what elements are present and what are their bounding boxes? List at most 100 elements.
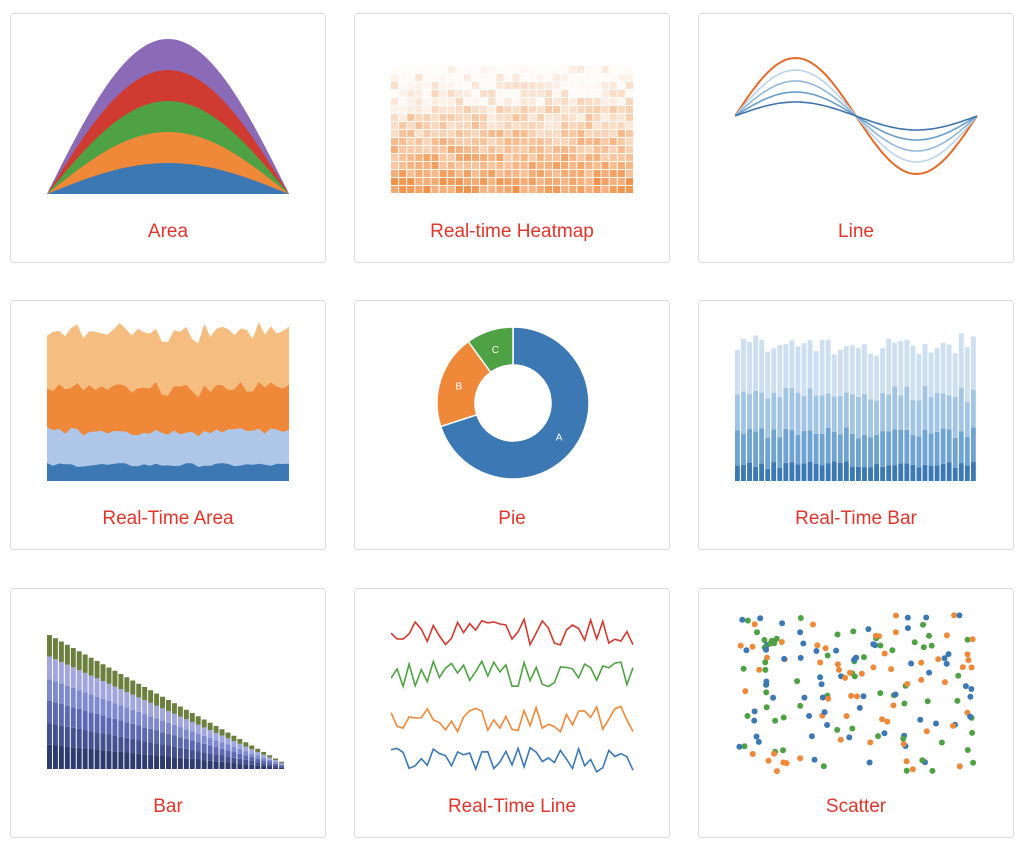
bar-segment [52, 724, 58, 746]
realtime-bar-link[interactable]: Real-Time Bar [795, 508, 917, 529]
heatmap-cell [455, 154, 463, 161]
heatmap-cell [512, 90, 520, 97]
realtime-bar-segment [958, 431, 964, 464]
heatmap-cell [609, 154, 617, 161]
area-card[interactable]: Area [10, 13, 326, 263]
bar-segment [177, 757, 183, 769]
bar-segment [177, 737, 183, 748]
heatmap-cell [601, 130, 609, 137]
scatter-point [773, 635, 780, 642]
bar-card[interactable]: Bar [10, 588, 326, 838]
heatmap-cell [569, 130, 577, 137]
scatter-point [888, 666, 895, 673]
realtime-heatmap-link[interactable]: Real-time Heatmap [430, 221, 594, 242]
stacked-area-chart-icon [47, 39, 289, 194]
bar-segment [195, 742, 201, 752]
heatmap-cell [585, 186, 593, 193]
scatter-point [821, 709, 828, 716]
realtime-bar-segment [819, 465, 825, 481]
scatter-point [877, 642, 884, 649]
area-link[interactable]: Area [147, 221, 189, 242]
scatter-point [753, 733, 760, 740]
heatmap-cell [391, 186, 399, 193]
heatmap-cell [528, 90, 536, 97]
heatmap-cell [431, 74, 439, 81]
heatmap-cell [455, 178, 463, 185]
realtime-line-card[interactable]: Real-Time Line [354, 588, 670, 838]
heatmap-cell [431, 98, 439, 105]
heatmap-cell [447, 138, 455, 145]
heatmap-cell [504, 74, 512, 81]
heatmap-cell [512, 138, 520, 145]
line-link[interactable]: Line [838, 221, 874, 242]
heatmap-cell [577, 138, 585, 145]
heatmap-cell [536, 90, 544, 97]
scatter-point [800, 640, 807, 647]
realtime-line-link[interactable]: Real-Time Line [447, 796, 577, 817]
pie-slice-label: C [492, 345, 499, 356]
heatmap-cell [536, 122, 544, 129]
bar-segment [106, 734, 112, 751]
realtime-bar-segment [862, 434, 867, 468]
line-card[interactable]: Line [698, 13, 1014, 263]
realtime-bar-segment [892, 429, 898, 466]
heatmap-cell [625, 154, 633, 161]
bar-segment [88, 657, 94, 676]
heatmap-cell [463, 114, 471, 121]
bar-segment [166, 700, 171, 712]
bar-segment [112, 686, 118, 704]
bar-segment [118, 689, 124, 706]
bar-segment [261, 765, 267, 769]
bar-segment [148, 742, 154, 755]
bar-link[interactable]: Bar [153, 796, 183, 817]
realtime-bar-segment [777, 467, 783, 481]
realtime-bar-card[interactable]: Real-Time Bar [698, 300, 1014, 550]
scatter-point [768, 637, 775, 644]
realtime-bar-segment [777, 437, 783, 468]
realtime-bar-segment [934, 392, 940, 432]
scatter-link[interactable]: Scatter [825, 796, 887, 817]
bar-segment [237, 753, 243, 759]
heatmap-cell [520, 138, 528, 145]
realtime-area-card[interactable]: Real-Time Area [10, 300, 326, 550]
heatmap-cell [561, 146, 569, 153]
heatmap-cell [617, 74, 625, 81]
heatmap-cell [439, 154, 447, 161]
scatter-point [919, 757, 926, 764]
pie-link[interactable]: Pie [498, 508, 526, 529]
heatmap-cell [439, 106, 447, 113]
realtime-heatmap-card[interactable]: Real-time Heatmap [354, 13, 670, 263]
bar-segment [279, 764, 284, 766]
realtime-bar-segment [837, 349, 843, 396]
bar-segment [249, 753, 255, 758]
realtime-bar-segment [801, 396, 807, 432]
heatmap-cell [447, 66, 455, 73]
bar-segment [177, 706, 183, 717]
heatmap-cell [601, 186, 609, 193]
bar-segment [219, 761, 225, 769]
scatter-card[interactable]: Scatter [698, 588, 1014, 838]
heatmap-cell [561, 90, 569, 97]
realtime-bar-segment [922, 429, 928, 465]
heatmap-cell [585, 138, 593, 145]
realtime-bar-segment [783, 344, 789, 389]
scatter-point [889, 647, 896, 654]
scatter-point [865, 626, 872, 633]
realtime-area-link[interactable]: Real-Time Area [102, 508, 234, 529]
pie-card[interactable]: A B C Pie [354, 300, 670, 550]
heatmap-cell [463, 178, 471, 185]
bar-segment [142, 727, 148, 742]
realtime-bar-segment [813, 464, 819, 481]
heatmap-cell [488, 162, 496, 169]
bar-segment [219, 748, 225, 756]
scatter-point [918, 659, 925, 666]
heatmap-cell [480, 98, 488, 105]
heatmap-cell [553, 74, 561, 81]
heatmap-cell [569, 138, 577, 145]
scatter-point [928, 642, 935, 649]
scatter-point [780, 714, 787, 721]
scatter-point [965, 657, 972, 664]
heatmap-cell [601, 82, 609, 89]
heatmap-cell [415, 130, 423, 137]
heatmap-cell [536, 170, 544, 177]
